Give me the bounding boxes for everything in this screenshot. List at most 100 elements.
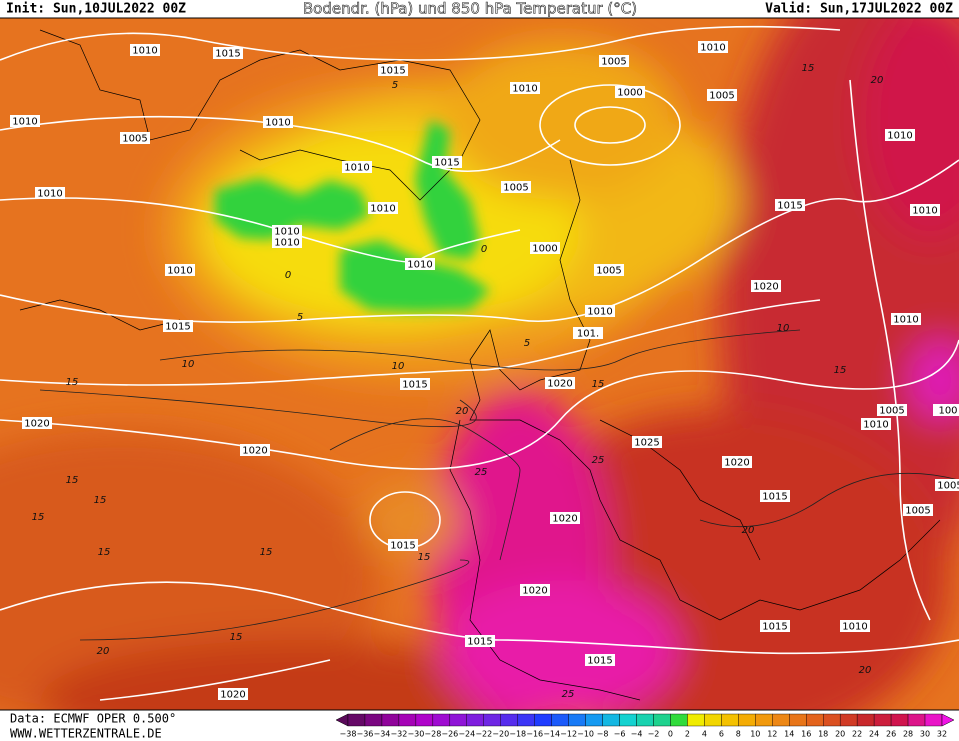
isobar-label: 1010: [274, 238, 299, 249]
colorbar-cell: [890, 713, 909, 727]
isobar-label-box: [935, 479, 959, 491]
temperature-label: 20: [97, 646, 110, 657]
isobar-label-box: [840, 620, 870, 632]
colorbar-cell: [551, 713, 569, 727]
colorbar-label: −26: [441, 730, 458, 739]
colorbar-label: −14: [543, 730, 560, 739]
colorbar-label: −4: [631, 730, 643, 739]
colorbar-label: 12: [767, 730, 777, 739]
colorbar-cell: [483, 713, 501, 727]
colorbar-cell: [636, 713, 654, 727]
colorbar-cell: [415, 713, 434, 727]
isobar-label: 1005: [601, 57, 626, 68]
colorbar-cell: [585, 713, 603, 727]
colorbar-cell: [806, 713, 824, 727]
isobar-label-box: [240, 444, 270, 456]
colorbar-cell: [721, 713, 739, 727]
isobar-label-box: [263, 116, 293, 128]
isobar-label: 1010: [887, 131, 912, 142]
isobar-label-box: [510, 82, 540, 94]
isotherms: [39, 329, 959, 641]
colorbar-cell: [466, 713, 484, 727]
isobar-label-box: [615, 86, 645, 98]
temperature-label: 25: [592, 455, 605, 466]
isobar-label: 1010: [863, 420, 888, 431]
colorbar-label: −24: [458, 730, 475, 739]
isobar-label-box: [432, 156, 462, 168]
isobar-label-box: [165, 264, 195, 276]
colorbar-label: 20: [835, 730, 845, 739]
isobar-label-box: [388, 539, 418, 551]
isobar-label: 1020: [24, 419, 49, 430]
colorbar-cell: [347, 713, 366, 727]
isobar-label-box: [465, 635, 495, 647]
isobar-label: 1015: [587, 656, 612, 667]
isobar-label: 1010: [407, 260, 432, 271]
colorbar-cell: [687, 713, 705, 727]
isobar-label-box: [342, 161, 372, 173]
cold-patches: [215, 120, 490, 312]
colorbar-cell: [619, 713, 637, 727]
isobar-label: 1005: [503, 183, 528, 194]
isobar-label: 1015: [380, 66, 405, 77]
temperature-label: 20: [871, 75, 884, 86]
map-title: Bodendr. (hPa) und 850 hPa Temperatur (°…: [303, 0, 637, 18]
isobar-label-box: [163, 320, 193, 332]
isobar-label-box: [530, 242, 560, 254]
isobar-label: 1015: [762, 492, 787, 503]
isobar-label: 1020: [220, 690, 245, 701]
isobar-label: 1010: [265, 118, 290, 129]
isobar-label-box: [585, 305, 615, 317]
colorbar-cell: [381, 713, 400, 727]
temperature-label: 10: [182, 359, 195, 370]
isobar-label-box: [722, 456, 752, 468]
isobar-label: 1010: [274, 227, 299, 238]
colorbar-label: −38: [340, 730, 357, 739]
temperature-label: 10: [777, 323, 790, 334]
isobar-label: 1010: [12, 117, 37, 128]
isobar-label: 1015: [762, 622, 787, 633]
colorbar-cell: [602, 713, 620, 727]
temperature-label: 15: [260, 547, 273, 558]
isobar-label: 1005: [596, 266, 621, 277]
colorbar-cell: [364, 713, 383, 727]
colorbar-label: −32: [390, 730, 407, 739]
colorbar-label: −18: [509, 730, 526, 739]
colorbar-cell: [823, 713, 841, 727]
colorbar-label: 32: [937, 730, 947, 739]
colorbar-label: −20: [492, 730, 509, 739]
isobar-label: 1010: [37, 189, 62, 200]
colorbar-label: 14: [784, 730, 794, 739]
colorbar-label: −6: [614, 730, 626, 739]
temperature-label: 10: [392, 361, 405, 372]
temperature-label: 20: [742, 525, 755, 536]
isobar-label-box: [698, 41, 728, 53]
colorbar-label: −16: [526, 730, 543, 739]
colorbar-cell: [924, 713, 943, 727]
isobar-label: 1000: [617, 88, 642, 99]
isobar-label: 1015: [467, 637, 492, 648]
temperature-label: 15: [834, 365, 847, 376]
isobar-label-box: [903, 504, 933, 516]
colorbar-label: −8: [597, 730, 609, 739]
colorbar-cell: [449, 713, 468, 727]
colorbar-cell: [772, 713, 790, 727]
colorbar-label: 22: [852, 730, 862, 739]
isobar-label: 1010: [842, 622, 867, 633]
colorbar-cell: [517, 713, 535, 727]
colorbar-label: −2: [648, 730, 660, 739]
isobar-label: 1025: [634, 438, 659, 449]
isobar-label-box: [272, 236, 302, 248]
colorbar-cell: [568, 713, 586, 727]
isobar-label-box: [35, 187, 65, 199]
temperature-label: 15: [66, 377, 79, 388]
colorbar-cell: [839, 713, 858, 727]
isobar-label-box: [520, 584, 550, 596]
isobar-label-box: [751, 280, 781, 292]
colorbar-cell: [755, 713, 773, 727]
isobar-label-box: [707, 89, 737, 101]
colorbar: −38 −36 −34 −32 −30 −28 −26 −24 −22 −20 −18 −16 −14−…: [335, 713, 955, 739]
colorbar-label: 16: [801, 730, 811, 739]
temperature-label: 15: [94, 495, 107, 506]
isobar-label-box: [573, 327, 603, 339]
